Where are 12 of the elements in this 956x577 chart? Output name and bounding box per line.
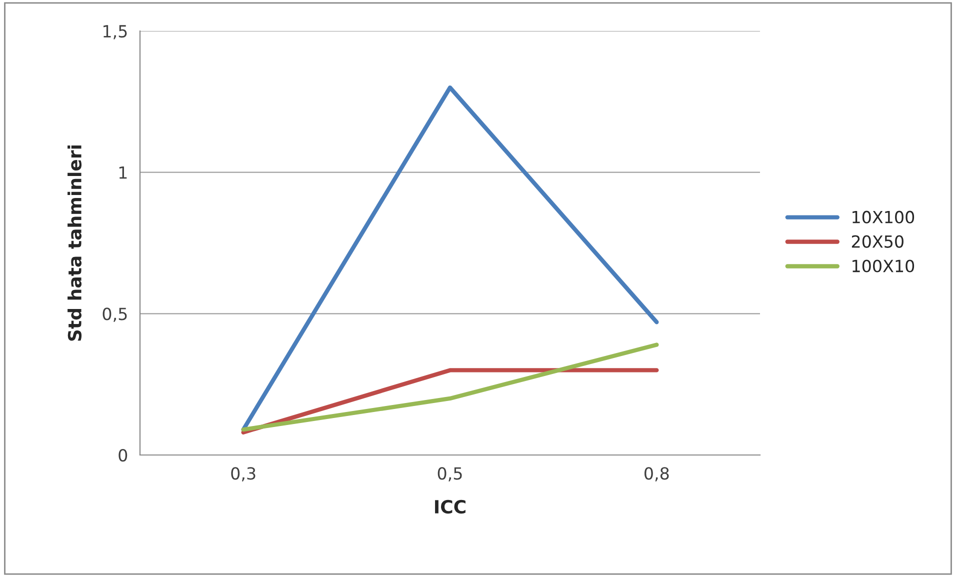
y-tick-label: 0: [118, 448, 128, 462]
y-axis-title: Std hata tahminleri: [68, 145, 82, 341]
y-tick-label: 1,5: [104, 25, 127, 40]
x-tick-label: 0,5: [438, 467, 462, 482]
legend-label: 10X100: [852, 210, 914, 224]
x-axis-title: ICC: [435, 500, 466, 514]
legend-label: 20X50: [852, 235, 904, 248]
y-tick-label: 0,5: [102, 308, 127, 322]
x-tick-label: 0,3: [231, 467, 256, 482]
legend-label: 100X10: [852, 260, 914, 272]
x-tick-label: 0,8: [644, 467, 669, 482]
y-tick-label: 1: [119, 166, 127, 179]
